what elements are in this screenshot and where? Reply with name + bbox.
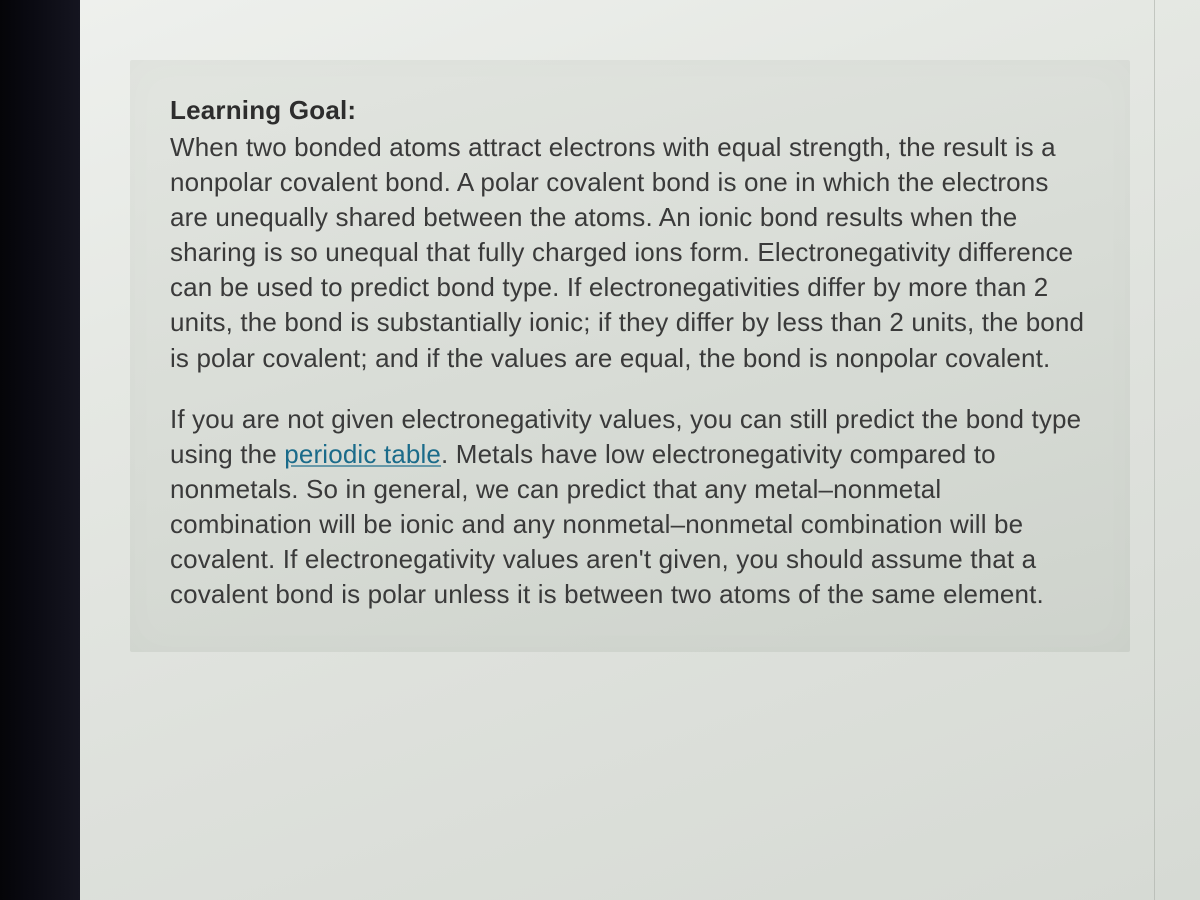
learning-goal-box: Learning Goal: When two bonded atoms att…: [130, 60, 1130, 652]
paragraph-bond-types: When two bonded atoms attract electrons …: [170, 130, 1090, 376]
periodic-table-link[interactable]: periodic table: [284, 439, 441, 469]
page-background: Learning Goal: When two bonded atoms att…: [80, 0, 1200, 900]
paragraph-periodic-table: If you are not given electronegativity v…: [170, 402, 1090, 613]
learning-goal-heading: Learning Goal:: [170, 95, 1090, 126]
monitor-bezel: [0, 0, 80, 900]
